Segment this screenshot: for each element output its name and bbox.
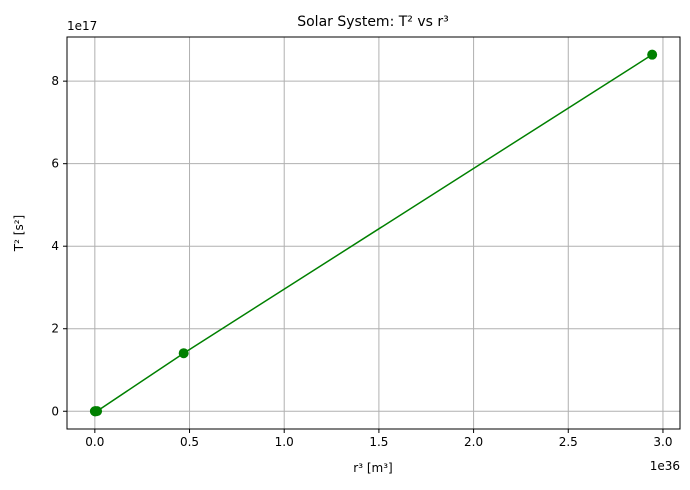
data-point: [178, 348, 189, 359]
y-axis-label: T² [s²]: [12, 215, 26, 252]
x-tick-label: 2.5: [559, 435, 578, 449]
x-tick-label: 3.0: [653, 435, 672, 449]
x-tick-label: 0.0: [85, 435, 104, 449]
x-ticks: 0.0 0.5 1.0 1.5 2.0 2.5 3.0: [85, 429, 673, 449]
series-layer: [89, 49, 658, 417]
y-tick-label: 2: [51, 322, 59, 336]
x-tick-label: 0.5: [180, 435, 199, 449]
x-axis-label: r³ [m³]: [353, 461, 392, 475]
x-tick-label: 1.0: [275, 435, 294, 449]
y-tick-label: 4: [51, 239, 59, 253]
x-offset-text: 1e36: [650, 459, 680, 473]
chart-title: Solar System: T² vs r³: [297, 14, 449, 30]
plot-frame: [66, 36, 681, 430]
y-offset-text: 1e17: [67, 19, 97, 33]
y-tick-label: 8: [51, 74, 59, 88]
data-point: [92, 406, 103, 417]
grid: [67, 37, 680, 429]
x-tick-label: 2.0: [464, 435, 483, 449]
y-tick-label: 0: [51, 404, 59, 418]
y-tick-label: 6: [51, 157, 59, 171]
data-point: [647, 49, 658, 60]
x-tick-label: 1.5: [369, 435, 388, 449]
y-ticks: 0 2 4 6 8: [51, 74, 67, 418]
